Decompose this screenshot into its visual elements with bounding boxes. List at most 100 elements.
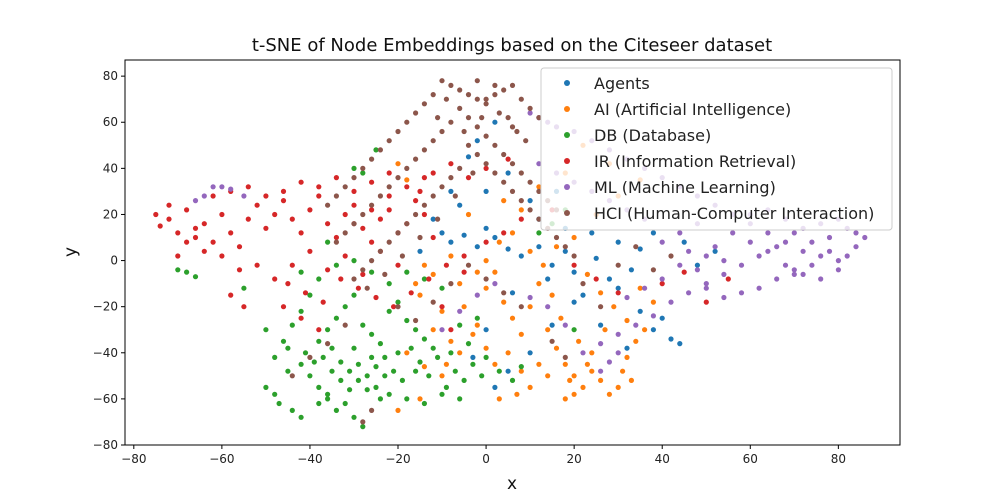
point-s0-4 xyxy=(483,225,489,231)
point-s4-69 xyxy=(844,253,850,259)
point-s2-50 xyxy=(263,384,269,390)
point-s4-50 xyxy=(774,276,780,282)
point-s4-41 xyxy=(615,331,621,337)
point-s5-56 xyxy=(509,188,516,194)
point-s0-10 xyxy=(562,248,568,254)
point-s5-38 xyxy=(439,128,445,135)
point-s0-26 xyxy=(527,350,533,356)
point-s2-19 xyxy=(373,384,379,390)
point-s5-1 xyxy=(448,82,454,88)
point-s0-24 xyxy=(580,292,586,298)
point-s5-95 xyxy=(364,285,370,291)
point-s5-108 xyxy=(549,338,555,344)
point-s4-34 xyxy=(738,262,745,268)
point-s0-8 xyxy=(536,244,542,250)
point-s0-37 xyxy=(448,188,454,194)
legend-marker-4 xyxy=(564,184,570,190)
point-s2-87 xyxy=(373,147,379,153)
point-s3-92 xyxy=(241,304,247,310)
point-s2-92 xyxy=(276,400,282,407)
point-s5-64 xyxy=(457,165,463,171)
point-s2-3 xyxy=(241,285,247,291)
point-s2-73 xyxy=(474,315,480,321)
point-s4-81 xyxy=(659,276,665,282)
point-s5-101 xyxy=(483,276,489,282)
point-s3-77 xyxy=(571,262,577,268)
point-s5-74 xyxy=(369,258,375,264)
point-s5-3 xyxy=(465,92,472,98)
point-s5-87 xyxy=(505,115,511,121)
point-s3-80 xyxy=(659,281,665,287)
point-s3-15 xyxy=(280,198,287,204)
point-s1-36 xyxy=(457,350,463,356)
x-tick-label-2: −40 xyxy=(297,452,322,466)
point-s5-17 xyxy=(386,138,392,144)
point-s1-73 xyxy=(628,377,635,383)
point-s4-92 xyxy=(527,294,533,301)
point-s3-47 xyxy=(272,276,278,282)
y-tick-label-1: −60 xyxy=(93,392,118,406)
point-s1-45 xyxy=(571,234,577,241)
point-s2-86 xyxy=(351,165,357,171)
x-tick-label-7: 60 xyxy=(743,452,758,466)
point-s4-79 xyxy=(536,161,542,167)
x-tick-label-8: 80 xyxy=(831,452,846,466)
x-axis-ticks: −80 −60 −40 −20 0 20 40 60 80 xyxy=(121,445,846,466)
point-s4-84 xyxy=(686,248,692,254)
point-s5-30 xyxy=(501,151,507,158)
point-s3-75 xyxy=(518,216,524,222)
point-s5-41 xyxy=(413,156,419,162)
point-s3-36 xyxy=(263,193,269,199)
point-s1-67 xyxy=(549,292,555,298)
point-s5-52 xyxy=(474,151,480,158)
point-s0-47 xyxy=(417,248,423,254)
point-s5-105 xyxy=(325,341,331,347)
point-s2-31 xyxy=(479,373,485,379)
point-s4-49 xyxy=(791,267,797,273)
point-s4-88 xyxy=(606,359,613,365)
point-s5-44 xyxy=(386,184,392,190)
point-s3-99 xyxy=(404,184,410,190)
point-s3-84 xyxy=(439,304,445,310)
point-s5-112 xyxy=(615,262,621,268)
point-s4-29 xyxy=(826,234,833,241)
point-s5-68 xyxy=(421,202,427,208)
point-s4-91 xyxy=(545,304,551,310)
point-s2-83 xyxy=(316,276,322,282)
point-s1-39 xyxy=(483,258,489,264)
point-s2-36 xyxy=(351,292,357,298)
point-s5-110 xyxy=(580,281,586,287)
point-s2-54 xyxy=(316,400,322,407)
point-s3-2 xyxy=(166,216,172,222)
point-s4-26 xyxy=(853,244,859,250)
point-s3-81 xyxy=(681,269,687,275)
point-s1-79 xyxy=(527,384,533,390)
point-s4-22 xyxy=(782,239,789,245)
point-s3-40 xyxy=(333,175,339,181)
point-s5-26 xyxy=(465,115,472,121)
point-s0-19 xyxy=(668,336,674,342)
point-s2-4 xyxy=(263,327,269,333)
point-s0-50 xyxy=(712,248,718,254)
point-s2-29 xyxy=(461,377,467,383)
point-s3-25 xyxy=(369,239,375,245)
point-s1-49 xyxy=(624,317,630,324)
point-s5-98 xyxy=(430,299,436,305)
point-s2-100 xyxy=(355,377,361,383)
point-s3-19 xyxy=(316,193,322,199)
point-s5-103 xyxy=(518,304,524,310)
point-s3-50 xyxy=(325,267,331,273)
point-s3-59 xyxy=(302,290,309,296)
point-s2-10 xyxy=(333,407,339,413)
point-s5-48 xyxy=(351,221,357,227)
point-s2-69 xyxy=(483,354,489,360)
point-s4-51 xyxy=(756,285,762,291)
point-s2-37 xyxy=(360,322,366,328)
point-s3-90 xyxy=(483,165,489,171)
point-s0-1 xyxy=(448,239,454,245)
point-s4-55 xyxy=(694,267,701,273)
point-s1-23 xyxy=(615,384,621,390)
point-s0-25 xyxy=(549,322,555,328)
point-s1-25 xyxy=(633,338,639,344)
y-axis-title: y xyxy=(61,247,81,257)
